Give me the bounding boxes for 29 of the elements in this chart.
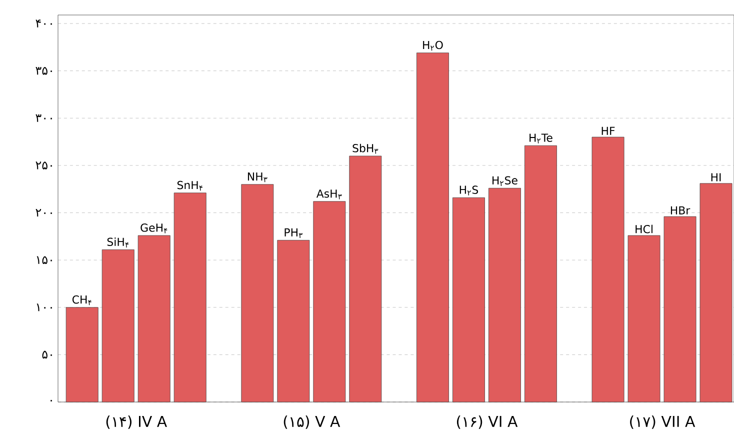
x-tick-label: H$_{۲}$S: [460, 186, 478, 196]
x-tick-label: H$_{۲}$Te: [530, 134, 552, 144]
x-tick-label: SnH$_{۴}$: [177, 180, 202, 191]
y-tick-label: ۲۵۰: [36, 162, 52, 170]
y-tick-label: ۰: [50, 400, 52, 402]
x-tick-label: HBr: [670, 206, 690, 214]
x-tick-label: SbH$_{۳}$: [352, 144, 378, 154]
x-tick-label: H$_{۲}$O: [423, 40, 443, 51]
x-tick-label: AsH$_{۳}$: [316, 190, 342, 200]
y-tick-label: ۱۵۰: [36, 256, 52, 264]
text: (۱۷) VII A: [630, 416, 696, 429]
x-tick-label: PH$_{۳}$: [284, 228, 302, 238]
x-tick-label: NH$_{۳}$: [248, 172, 268, 182]
x-tick-label: CH$_{۴}$: [72, 295, 92, 306]
x-tick-label: HCl: [636, 224, 652, 234]
y-tick-label: ۵۰: [42, 350, 52, 359]
x-tick-label: HI: [711, 173, 721, 182]
y-tick-label: ۳۵۰: [36, 66, 52, 75]
y-tick-label: ۱۰۰: [36, 304, 52, 312]
x-tick-label: H$_{۲}$Se: [492, 176, 518, 186]
y-tick-label: ۲۰۰: [36, 208, 52, 217]
text: (۱۴) IV A: [106, 416, 167, 429]
text: (۱۶) VI A: [456, 416, 518, 429]
x-tick-label: GeH$_{۴}$: [140, 224, 168, 234]
y-tick-label: ۴۰۰: [36, 20, 52, 28]
y-tick-label: ۳۰۰: [36, 114, 52, 122]
x-tick-label: HF: [602, 126, 615, 135]
x-tick-label: SiH$_{۴}$: [107, 237, 129, 248]
text: (۱۵) V A: [284, 416, 340, 429]
